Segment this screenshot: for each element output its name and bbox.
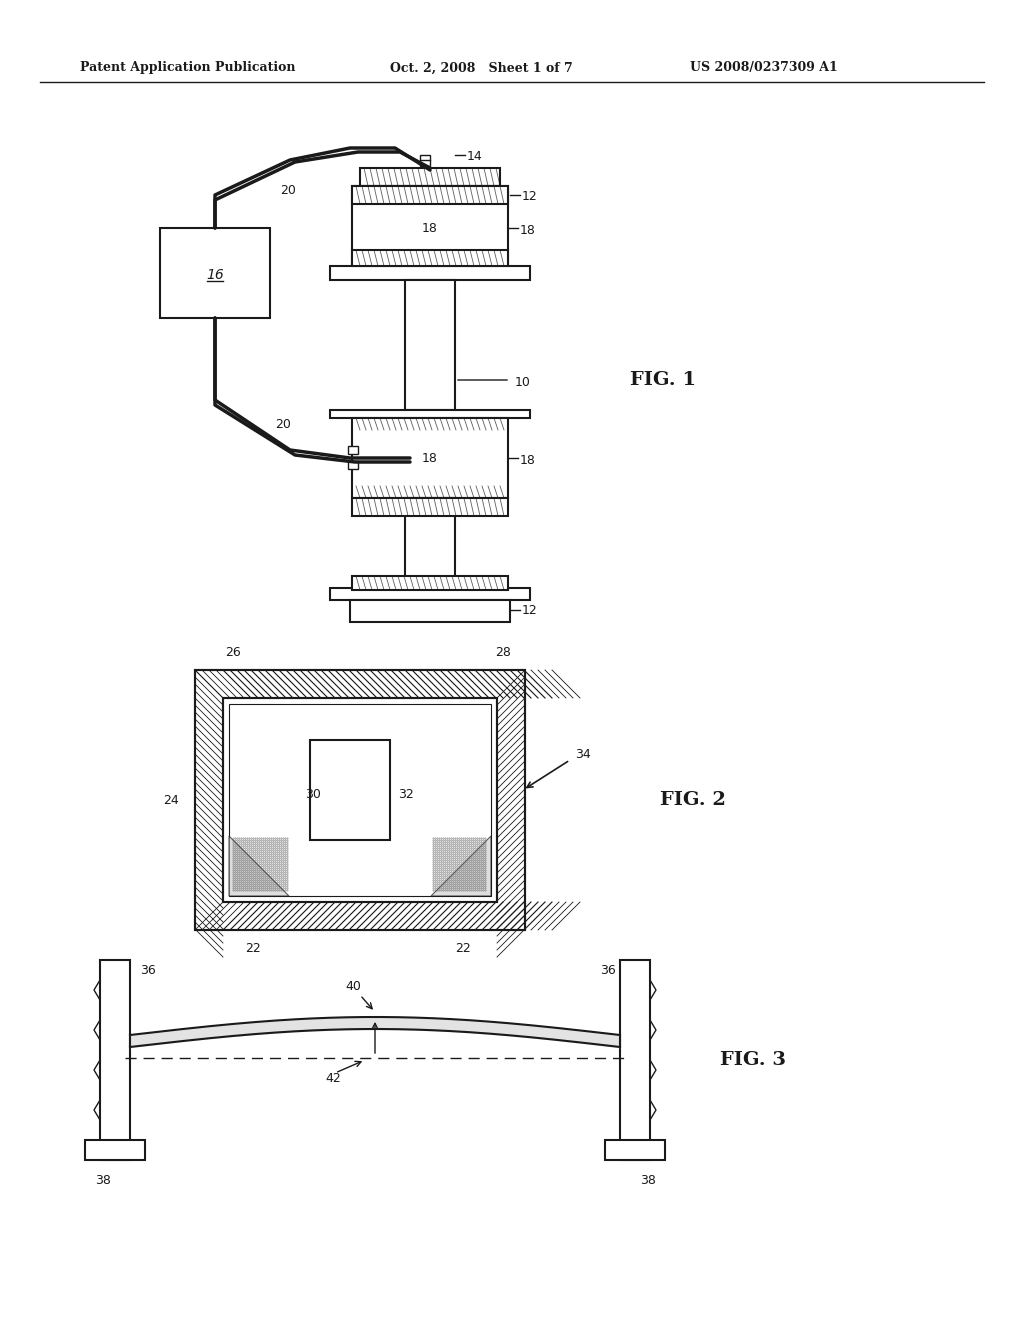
Polygon shape (431, 836, 490, 896)
Text: 36: 36 (140, 964, 156, 977)
Text: 22: 22 (245, 941, 261, 954)
Text: FIG. 1: FIG. 1 (630, 371, 696, 389)
Text: 10: 10 (515, 375, 530, 388)
Text: 38: 38 (95, 1173, 111, 1187)
Text: 32: 32 (398, 788, 414, 801)
Bar (360, 168, 500, 186)
Bar (310, 741, 390, 840)
Bar (406, 280, 455, 411)
Text: 28: 28 (495, 645, 511, 659)
Text: Oct. 2, 2008   Sheet 1 of 7: Oct. 2, 2008 Sheet 1 of 7 (390, 62, 572, 74)
Bar (352, 498, 508, 516)
Text: 42: 42 (325, 1072, 341, 1085)
Bar (620, 960, 650, 1160)
Bar (223, 698, 497, 902)
Text: 38: 38 (640, 1173, 656, 1187)
Text: 20: 20 (275, 418, 291, 432)
Text: 24: 24 (163, 793, 179, 807)
Bar (352, 186, 508, 267)
Bar (350, 601, 510, 622)
Text: 14: 14 (467, 149, 482, 162)
Bar (195, 671, 525, 698)
Bar (195, 671, 525, 931)
Text: 22: 22 (455, 941, 471, 954)
Text: 18: 18 (422, 222, 438, 235)
Text: 16: 16 (206, 268, 224, 282)
Bar (352, 186, 508, 205)
Bar (100, 960, 130, 1160)
Text: 26: 26 (225, 645, 241, 659)
Text: 20: 20 (280, 183, 296, 197)
Bar (85, 1140, 145, 1160)
Text: 40: 40 (345, 981, 360, 994)
Bar (420, 154, 430, 161)
Bar (330, 587, 530, 601)
Text: FIG. 2: FIG. 2 (660, 791, 726, 809)
Polygon shape (229, 836, 289, 896)
Text: US 2008/0237309 A1: US 2008/0237309 A1 (690, 62, 838, 74)
Text: 30: 30 (305, 788, 321, 801)
Bar (348, 446, 358, 454)
Bar (420, 160, 430, 166)
Bar (229, 704, 490, 896)
Bar (406, 498, 455, 587)
Text: 12: 12 (522, 605, 538, 618)
Text: 34: 34 (575, 748, 591, 762)
Bar (160, 228, 270, 318)
Bar (330, 411, 530, 418)
Bar (352, 576, 508, 590)
Bar (348, 461, 358, 469)
Text: 12: 12 (522, 190, 538, 202)
Text: Patent Application Publication: Patent Application Publication (80, 62, 296, 74)
Bar (223, 698, 497, 902)
Bar (605, 1140, 665, 1160)
Text: 18: 18 (520, 223, 536, 236)
Bar (330, 267, 530, 280)
Text: 18: 18 (520, 454, 536, 466)
Bar (352, 418, 508, 498)
Bar (352, 249, 508, 267)
Bar (195, 671, 525, 931)
Text: FIG. 3: FIG. 3 (720, 1051, 786, 1069)
Text: 18: 18 (422, 451, 438, 465)
Text: 36: 36 (600, 964, 615, 977)
